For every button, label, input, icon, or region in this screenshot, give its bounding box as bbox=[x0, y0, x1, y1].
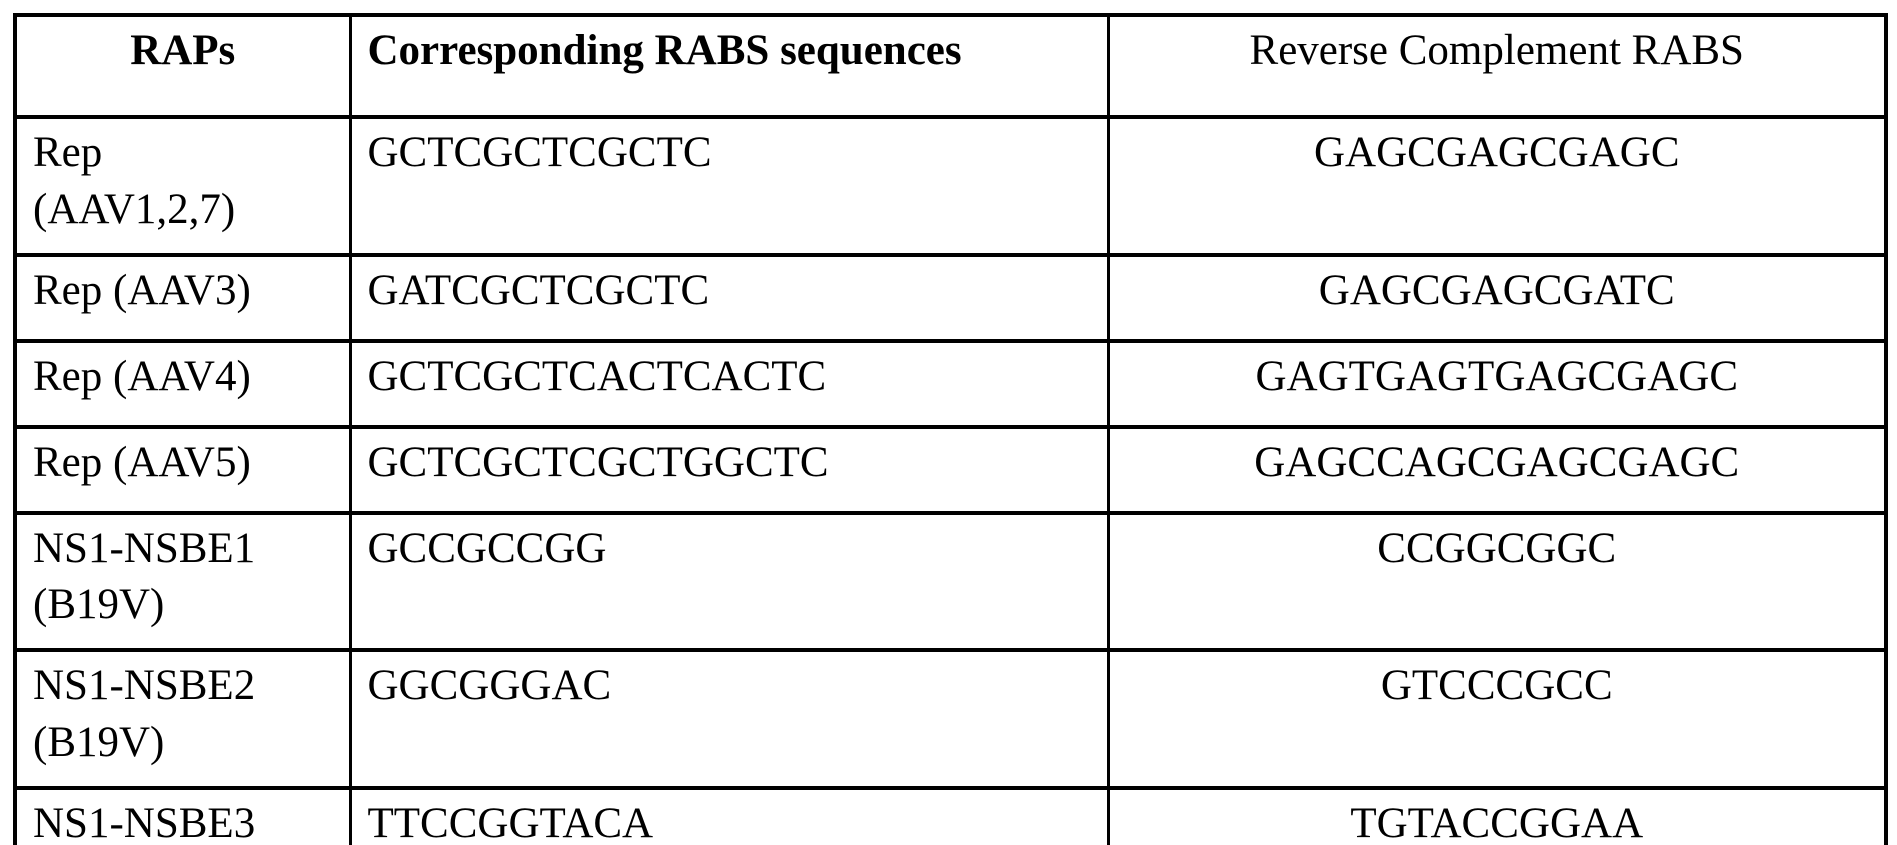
table-row: Rep (AAV5) GCTCGCTCGCTGGCTC GAGCCAGCGAGC… bbox=[13, 424, 1888, 515]
rap-cell: NS1-NSBE3 (B19V) bbox=[13, 785, 352, 845]
rabs-sequence-cell: GATCGCTCGCTC bbox=[348, 252, 1110, 343]
rap-cell: NS1-NSBE1 (B19V) bbox=[13, 510, 352, 652]
reverse-complement-cell: GAGTGAGTGAGCGAGC bbox=[1106, 338, 1888, 429]
rabs-sequence-cell: GCTCGCTCGCTC bbox=[348, 115, 1110, 257]
reverse-complement-cell: GAGCCAGCGAGCGAGC bbox=[1106, 424, 1888, 515]
column-header-raps: RAPs bbox=[13, 13, 352, 119]
rabs-sequence-table: RAPs Corresponding RABS sequences Revers… bbox=[13, 13, 1888, 845]
table-row: NS1-NSBE1 (B19V) GCCGCCGG CCGGCGGC bbox=[13, 510, 1888, 652]
rabs-sequence-cell: GCCGCCGG bbox=[348, 510, 1110, 652]
rap-cell: Rep (AAV4) bbox=[13, 338, 352, 429]
reverse-complement-cell: TGTACCGGAA bbox=[1106, 785, 1888, 845]
table-row: Rep (AAV4) GCTCGCTCACTCACTC GAGTGAGTGAGC… bbox=[13, 338, 1888, 429]
column-header-reverse-complement: Reverse Complement RABS bbox=[1106, 13, 1888, 119]
table-header: RAPs Corresponding RABS sequences Revers… bbox=[13, 13, 1888, 119]
table-body: Rep (AAV1,2,7) GCTCGCTCGCTC GAGCGAGCGAGC… bbox=[13, 115, 1888, 845]
rap-cell: Rep (AAV5) bbox=[13, 424, 352, 515]
rap-cell: Rep (AAV3) bbox=[13, 252, 352, 343]
header-row: RAPs Corresponding RABS sequences Revers… bbox=[13, 13, 1888, 119]
table-row: NS1-NSBE3 (B19V) TTCCGGTACA TGTACCGGAA bbox=[13, 785, 1888, 845]
rap-cell: Rep (AAV1,2,7) bbox=[13, 115, 352, 257]
reverse-complement-cell: CCGGCGGC bbox=[1106, 510, 1888, 652]
table-row: Rep (AAV1,2,7) GCTCGCTCGCTC GAGCGAGCGAGC bbox=[13, 115, 1888, 257]
rabs-sequence-cell: GCTCGCTCACTCACTC bbox=[348, 338, 1110, 429]
table-row: Rep (AAV3) GATCGCTCGCTC GAGCGAGCGATC bbox=[13, 252, 1888, 343]
reverse-complement-cell: GAGCGAGCGAGC bbox=[1106, 115, 1888, 257]
rap-cell: NS1-NSBE2 (B19V) bbox=[13, 648, 352, 790]
rabs-sequence-cell: GGCGGGAC bbox=[348, 648, 1110, 790]
reverse-complement-cell: GAGCGAGCGATC bbox=[1106, 252, 1888, 343]
reverse-complement-cell: GTCCCGCC bbox=[1106, 648, 1888, 790]
table-row: NS1-NSBE2 (B19V) GGCGGGAC GTCCCGCC bbox=[13, 648, 1888, 790]
rabs-sequence-cell: GCTCGCTCGCTGGCTC bbox=[348, 424, 1110, 515]
rabs-sequence-cell: TTCCGGTACA bbox=[348, 785, 1110, 845]
column-header-rabs-sequences: Corresponding RABS sequences bbox=[348, 13, 1110, 119]
